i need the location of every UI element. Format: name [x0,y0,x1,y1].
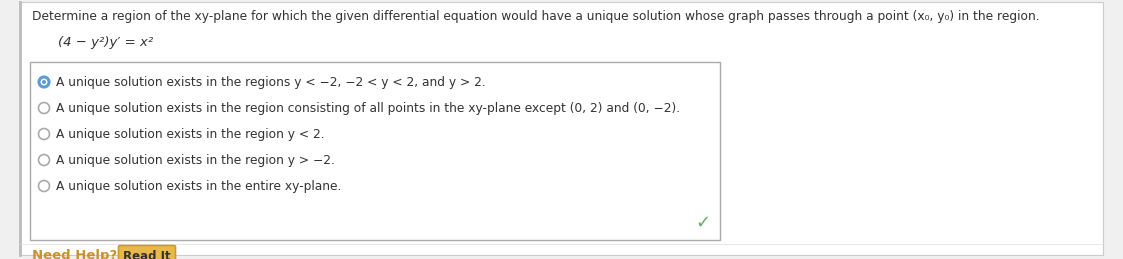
FancyBboxPatch shape [119,246,175,259]
Circle shape [38,103,49,113]
Text: Need Help?: Need Help? [31,249,117,259]
Circle shape [38,128,49,140]
Text: ✓: ✓ [695,214,710,232]
Text: A unique solution exists in the region consisting of all points in the xy-plane : A unique solution exists in the region c… [56,102,681,115]
Text: Determine a region of the xy-plane for which the given differential equation wou: Determine a region of the xy-plane for w… [31,10,1040,23]
Circle shape [40,78,47,85]
Circle shape [42,80,46,84]
Circle shape [38,76,49,88]
Text: A unique solution exists in the regions y < −2, −2 < y < 2, and y > 2.: A unique solution exists in the regions … [56,76,486,89]
Text: A unique solution exists in the region y < 2.: A unique solution exists in the region y… [56,128,325,141]
Text: (4 − y²)y′ = x²: (4 − y²)y′ = x² [58,36,153,49]
Text: A unique solution exists in the entire xy-plane.: A unique solution exists in the entire x… [56,180,341,193]
FancyBboxPatch shape [20,2,1103,255]
FancyBboxPatch shape [30,62,720,240]
Circle shape [38,155,49,166]
Circle shape [38,181,49,191]
Text: A unique solution exists in the region y > −2.: A unique solution exists in the region y… [56,154,335,167]
Text: Read It: Read It [124,249,171,259]
